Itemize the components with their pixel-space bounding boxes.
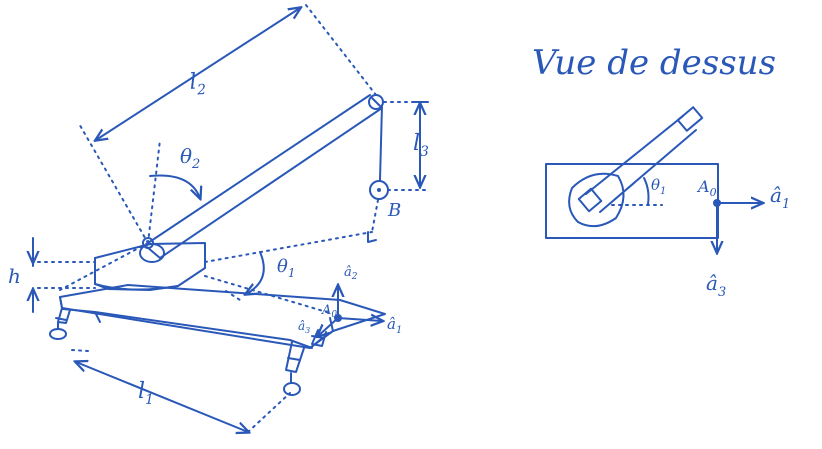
label-l2: l2	[189, 69, 207, 99]
top-view-title: Vue de dessus	[532, 43, 776, 83]
label-l3: l3	[413, 131, 429, 160]
cable	[369, 104, 389, 200]
frame-a0-isometric: A0 â2 â1 â3	[298, 265, 402, 336]
top-view-label-a3: â3	[706, 271, 726, 300]
label-a0-isometric: A0	[321, 303, 337, 320]
label-h: h	[8, 264, 21, 288]
top-view-base	[545, 163, 719, 239]
dimension-l2: l2	[96, 8, 300, 140]
top-view-boom	[577, 106, 704, 213]
dimension-h: h	[8, 237, 33, 313]
dimension-l1: l1	[76, 362, 248, 432]
left-front-leg	[49, 307, 71, 340]
top-view-turret	[568, 172, 625, 228]
label-theta1: θ1	[277, 256, 295, 280]
right-rear-leg	[311, 329, 327, 347]
label-unit-a1-isometric: â1	[387, 315, 402, 336]
turret	[94, 237, 206, 291]
right-front-leg	[283, 341, 305, 396]
label-theta2: θ2	[180, 144, 200, 172]
label-point-b: B	[387, 200, 401, 221]
construction-lines	[37, 4, 426, 433]
top-view: Vue de dessus θ1 A0	[532, 43, 790, 300]
label-unit-a3-isometric: â3	[298, 319, 310, 335]
top-view-label-theta1: θ1	[651, 176, 666, 197]
right-angle-mark	[367, 231, 377, 243]
boom	[146, 94, 384, 259]
crane-isometric-view: l2 l3 l1	[8, 4, 429, 433]
angle-theta2: θ2	[149, 144, 200, 198]
top-view-label-a1: â1	[770, 183, 790, 212]
top-view-angle-arc	[643, 177, 650, 205]
label-l1: l1	[138, 379, 154, 408]
top-view-frame-a0: A0 â1 â3	[696, 177, 790, 300]
dimension-l3: l3	[413, 101, 429, 186]
angle-theta1: θ1	[246, 251, 295, 294]
label-unit-a2: â2	[344, 265, 358, 282]
top-view-label-a0: A0	[696, 177, 717, 199]
